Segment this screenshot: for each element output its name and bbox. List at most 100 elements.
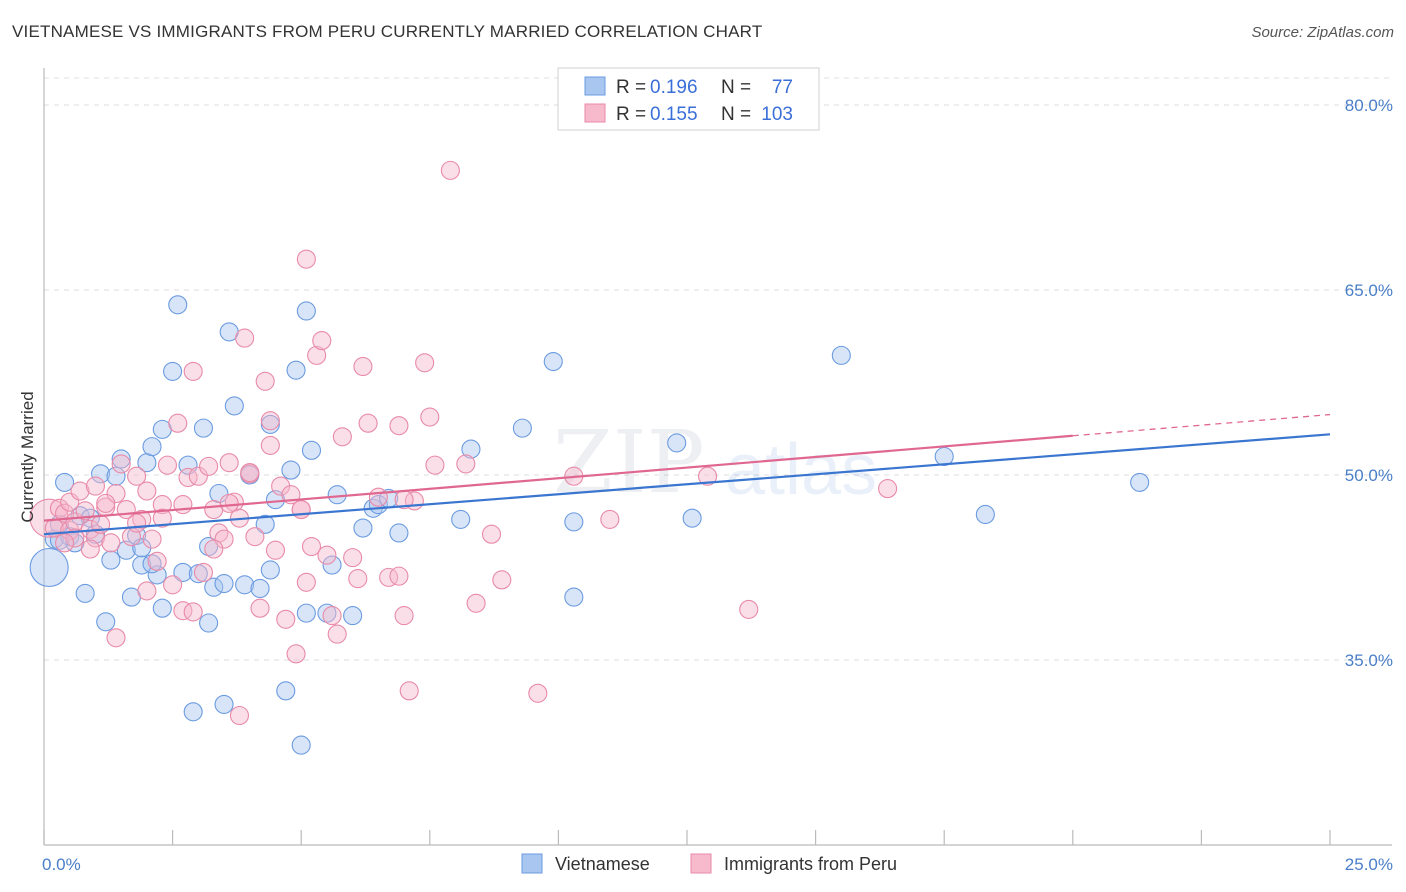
peru-point <box>199 456 219 476</box>
vietnamese-point <box>322 555 342 575</box>
chart-title: VIETNAMESE VS IMMIGRANTS FROM PERU CURRE… <box>12 22 763 41</box>
peru-point <box>101 533 121 553</box>
peru-point <box>466 593 486 613</box>
watermark-atlas: atlas <box>725 430 877 510</box>
peru-point <box>127 513 147 533</box>
peru-point <box>214 529 234 549</box>
vietnamese-points <box>29 295 1150 755</box>
trend-lines <box>43 413 1331 536</box>
peru-point <box>178 467 198 488</box>
peru-point <box>240 462 260 483</box>
vietnamese-point <box>168 295 188 315</box>
peru-point <box>173 495 193 515</box>
peru-point <box>286 644 306 664</box>
peru-point <box>183 361 203 381</box>
y-tick-label: 35.0% <box>1345 651 1393 670</box>
peru-point <box>291 499 311 520</box>
vietnamese-point <box>147 565 167 585</box>
peru-point <box>322 606 342 626</box>
vietnamese-point <box>682 508 702 528</box>
peru-point <box>343 548 363 568</box>
bottom-legend-swatch-vietnamese <box>521 853 543 874</box>
peru-point <box>70 481 90 501</box>
vietnamese-point <box>250 578 270 599</box>
vietnamese-point <box>199 536 219 557</box>
vietnamese-point <box>183 702 203 722</box>
peru-point <box>111 454 131 474</box>
vietnamese-point <box>564 587 584 607</box>
vietnamese-point <box>831 345 851 365</box>
peru-point <box>106 483 126 504</box>
vietnamese-point <box>512 418 532 438</box>
peru-point <box>739 599 759 619</box>
peru-point <box>425 455 445 475</box>
peru-point <box>137 581 157 601</box>
vietnamese-point <box>173 562 193 582</box>
legend-swatch-peru <box>584 103 606 123</box>
trend-line-0 <box>43 433 1331 536</box>
bottom-legend: Vietnamese Immigrants from Peru <box>521 853 897 874</box>
peru-point <box>698 466 718 486</box>
peru-point <box>193 562 214 582</box>
vietnamese-point <box>389 523 409 543</box>
legend-r-value-peru: 0.155 <box>650 104 698 125</box>
legend-box: R = 0.196 N = 77 R = 0.155 N = 103 <box>557 67 820 131</box>
vietnamese-point <box>296 603 316 623</box>
peru-point <box>245 527 265 547</box>
peru-point <box>389 566 409 586</box>
peru-point <box>255 371 275 391</box>
bottom-legend-swatch-peru <box>690 853 712 874</box>
peru-point <box>127 466 147 486</box>
legend-n-label-vietnamese: N = <box>721 77 751 98</box>
peru-point <box>142 529 162 549</box>
vietnamese-point <box>111 449 131 469</box>
grid-lines <box>44 77 1392 661</box>
x-tick-label-min: 0.0% <box>42 855 81 874</box>
peru-point <box>528 683 548 703</box>
vietnamese-point <box>55 472 75 492</box>
peru-point <box>219 453 239 473</box>
vietnamese-point <box>142 554 162 574</box>
vietnamese-point <box>29 547 69 588</box>
legend-r-value-vietnamese: 0.196 <box>650 77 698 98</box>
legend-r-label-peru: R = <box>616 104 646 125</box>
bottom-legend-label-vietnamese: Vietnamese <box>555 854 650 874</box>
vietnamese-point <box>353 518 373 538</box>
peru-point <box>168 413 188 433</box>
peru-point <box>235 328 255 348</box>
peru-point <box>353 356 373 377</box>
peru-point <box>157 455 178 475</box>
peru-point <box>147 551 167 571</box>
vietnamese-point <box>301 440 322 460</box>
y-axis-label: Currently Married <box>18 391 37 522</box>
vietnamese-point <box>451 509 471 529</box>
peru-point <box>219 493 239 513</box>
vietnamese-point <box>281 460 301 480</box>
peru-point <box>440 160 460 180</box>
y-tick-label: 50.0% <box>1345 466 1393 485</box>
peru-point <box>75 501 95 521</box>
vietnamese-point <box>317 603 337 623</box>
peru-point <box>379 567 399 587</box>
peru-point <box>394 606 414 626</box>
vietnamese-point <box>214 694 234 714</box>
vietnamese-point <box>96 612 116 632</box>
peru-point <box>327 624 347 644</box>
peru-point <box>415 353 435 373</box>
trend-line-extension-1 <box>1072 413 1331 437</box>
trend-line-1 <box>43 434 1073 522</box>
vietnamese-point <box>461 439 481 459</box>
bottom-legend-label-peru: Immigrants from Peru <box>724 854 897 874</box>
y-tick-label: 80.0% <box>1345 96 1393 115</box>
peru-point <box>307 345 327 365</box>
peru-point <box>260 411 280 431</box>
peru-point <box>65 528 85 548</box>
vietnamese-point <box>564 512 584 532</box>
peru-point <box>96 493 116 513</box>
axes <box>43 68 1392 846</box>
vietnamese-point <box>975 504 995 525</box>
vietnamese-point <box>163 361 183 381</box>
peru-point <box>265 540 286 560</box>
peru-point <box>600 509 620 529</box>
peru-point <box>317 545 337 565</box>
